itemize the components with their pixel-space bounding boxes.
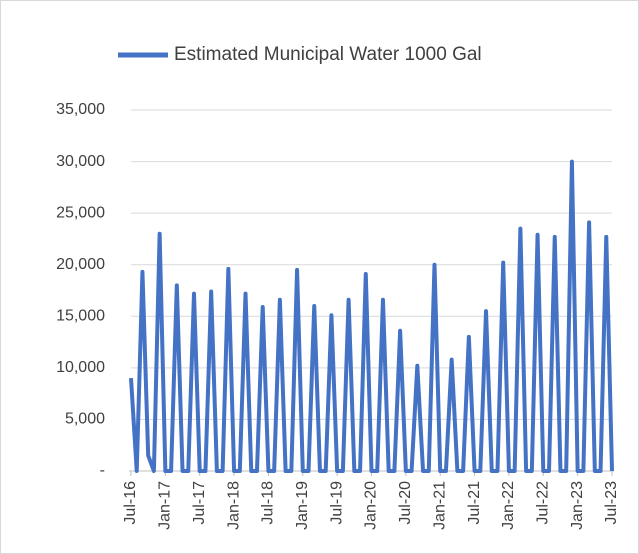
legend-label: Estimated Municipal Water 1000 Gal [174,44,482,65]
x-tick-label: Jan-19 [294,481,311,530]
y-tick-label: 20,000 [56,256,105,273]
x-tick-label: Jul-20 [397,481,414,525]
x-tick-label: Jul-22 [535,481,552,525]
x-tick-label: Jul-23 [603,481,620,525]
x-tick-label: Jul-17 [191,481,208,525]
y-tick-label: 30,000 [56,153,105,170]
x-tick-label: Jul-16 [122,481,139,525]
x-tick-label: Jul-18 [260,481,277,525]
x-tick-label: Jan-20 [363,481,380,530]
x-tick-label: Jan-18 [225,481,242,530]
y-tick-label: 10,000 [56,359,105,376]
y-tick-label: 5,000 [65,411,105,428]
x-tick-label: Jul-21 [466,481,483,525]
x-tick-label: Jan-22 [500,481,517,530]
x-tick-label: Jan-21 [431,481,448,530]
x-tick-label: Jul-19 [328,481,345,525]
series-line [129,159,614,473]
x-tick-label: Jan-23 [569,481,586,530]
y-tick-label: - [100,462,105,479]
y-tick-label: 25,000 [56,204,105,221]
y-tick-label: 35,000 [56,101,105,118]
x-tick-label: Jan-17 [157,481,174,530]
y-tick-label: 15,000 [56,308,105,325]
